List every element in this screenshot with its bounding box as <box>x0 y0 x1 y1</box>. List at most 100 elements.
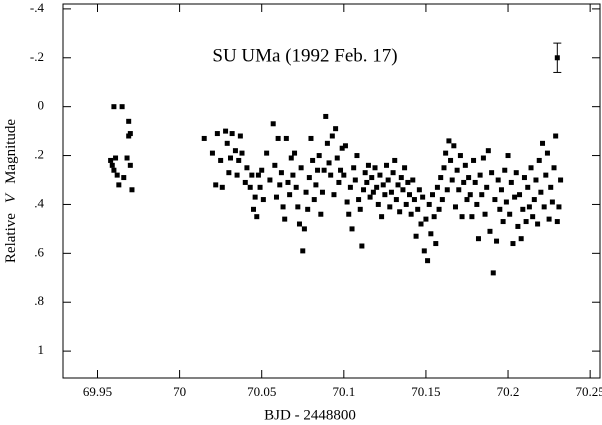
data-point <box>365 162 371 168</box>
data-point <box>393 197 399 203</box>
data-point <box>336 179 342 185</box>
data-point <box>310 157 316 163</box>
y-label-part: Magnitude <box>3 119 19 184</box>
data-point <box>375 201 381 207</box>
data-point <box>300 248 306 254</box>
data-point <box>280 204 286 210</box>
data-point <box>400 187 406 193</box>
data-point <box>234 172 240 178</box>
data-point <box>275 135 281 141</box>
data-point <box>423 216 429 222</box>
data-point <box>543 172 549 178</box>
data-point <box>218 157 224 163</box>
data-point <box>237 133 243 139</box>
data-point <box>541 204 547 210</box>
data-point <box>111 167 117 173</box>
data-point <box>544 150 550 156</box>
data-point <box>479 192 485 198</box>
data-point <box>285 179 291 185</box>
data-point <box>287 192 293 198</box>
x-tick-label: 70 <box>173 384 186 399</box>
data-point <box>387 204 393 210</box>
data-point <box>319 189 325 195</box>
data-point <box>270 121 276 127</box>
data-point <box>331 192 337 198</box>
data-point <box>411 197 417 203</box>
data-point <box>108 157 114 163</box>
data-point <box>503 199 509 205</box>
data-point <box>370 189 376 195</box>
data-point <box>316 153 322 159</box>
data-point <box>471 157 477 163</box>
data-point <box>462 162 468 168</box>
data-point <box>219 184 225 190</box>
data-point <box>510 241 516 247</box>
data-point <box>502 167 508 173</box>
x-tick-label: 70.2 <box>497 384 520 399</box>
data-point <box>469 214 475 220</box>
data-point <box>127 131 133 137</box>
data-point <box>459 214 465 220</box>
data-point <box>438 175 444 181</box>
data-point <box>259 167 265 173</box>
data-point <box>236 157 242 163</box>
data-point <box>482 211 488 217</box>
x-tick-label: 70.15 <box>411 384 440 399</box>
data-point <box>395 182 401 188</box>
data-point <box>380 182 386 188</box>
data-point <box>119 104 125 110</box>
data-point <box>229 131 235 137</box>
data-point <box>385 177 391 183</box>
data-point <box>362 170 368 176</box>
data-point <box>326 160 332 166</box>
data-point <box>111 104 117 110</box>
data-point <box>382 192 388 198</box>
data-point <box>361 187 367 193</box>
data-point <box>434 184 440 190</box>
data-point <box>487 228 493 234</box>
data-point <box>444 187 450 193</box>
data-point <box>553 133 559 139</box>
data-point <box>556 204 562 210</box>
data-point <box>446 138 452 144</box>
y-tick-label: .4 <box>34 195 44 210</box>
data-point <box>428 231 434 237</box>
data-point <box>296 221 302 227</box>
data-point <box>420 194 426 200</box>
data-point <box>298 165 304 171</box>
data-point <box>540 140 546 146</box>
data-point <box>318 211 324 217</box>
data-point <box>475 236 481 242</box>
data-point <box>408 211 414 217</box>
data-point <box>512 194 518 200</box>
data-point <box>546 216 552 222</box>
data-point <box>372 165 378 171</box>
y-tick-label: .2 <box>34 147 44 162</box>
data-point <box>338 167 344 173</box>
data-point <box>359 243 365 249</box>
data-point <box>498 187 504 193</box>
data-point <box>354 153 360 159</box>
data-point <box>252 194 258 200</box>
data-point <box>306 175 312 181</box>
data-point <box>452 204 458 210</box>
data-point <box>267 177 273 183</box>
data-point <box>549 199 555 205</box>
data-point <box>239 150 245 156</box>
data-point <box>282 216 288 222</box>
data-point <box>418 221 424 227</box>
data-point <box>356 197 362 203</box>
error-point <box>554 55 560 61</box>
data-point <box>209 150 215 156</box>
data-point <box>324 140 330 146</box>
data-point <box>278 170 284 176</box>
data-point <box>431 214 437 220</box>
data-point <box>308 135 314 141</box>
data-point <box>114 172 120 178</box>
data-point <box>421 248 427 254</box>
data-point <box>477 172 483 178</box>
data-point <box>339 145 345 151</box>
y-label-part: Relative <box>3 213 19 263</box>
data-point <box>429 192 435 198</box>
